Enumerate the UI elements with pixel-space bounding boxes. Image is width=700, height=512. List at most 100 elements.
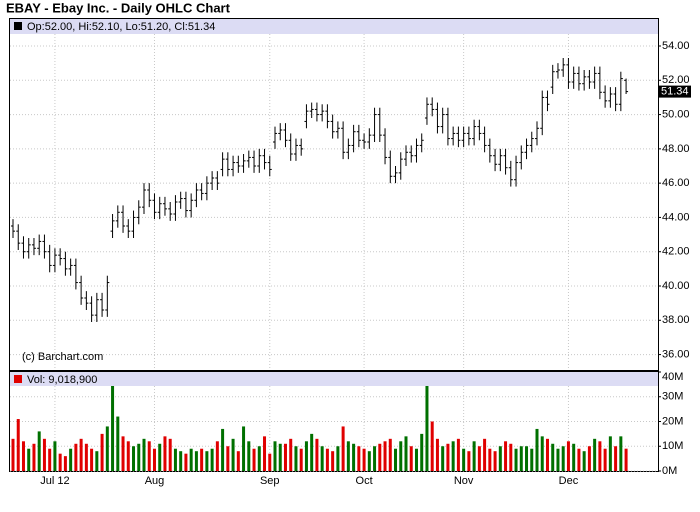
volume-bar [420,433,424,471]
volume-bar [619,436,623,471]
volume-bar [519,446,523,471]
volume-bar [315,438,319,471]
y-tick-label: 52.00 [662,74,690,86]
x-tick-label: Dec [559,475,579,487]
volume-bar [456,438,460,471]
volume-bar [310,433,314,471]
mark-layer [11,58,629,471]
volume-bar [551,443,555,471]
volume-bar [152,448,156,471]
volume-bar [577,448,581,471]
volume-bar [535,428,539,471]
volume-legend-strip [10,372,658,386]
volume-bar [289,438,293,471]
volume-bar [111,384,115,471]
volume-bar [179,451,183,471]
volume-bar [215,441,219,471]
volume-bar [525,446,529,471]
volume-bar [608,436,612,471]
y-tick-label: 0M [662,465,677,477]
price-legend-swatch [14,22,22,30]
x-tick-label: Sep [260,475,280,487]
volume-bar [132,446,136,471]
volume-bar [210,448,214,471]
volume-bar [278,443,282,471]
volume-legend-swatch [14,375,22,383]
x-tick-label: Jul 12 [40,475,69,487]
volume-bar [294,446,298,471]
volume-bar [509,443,513,471]
volume-bar [394,448,398,471]
volume-bar [16,419,20,471]
volume-bar [399,441,403,471]
volume-bar [221,428,225,471]
volume-bar [74,443,78,471]
volume-bar [572,443,576,471]
volume-bar [48,448,52,471]
volume-bar [304,441,308,471]
volume-legend-text: Vol: 9,018,900 [27,374,97,386]
y-tick-label: 50.00 [662,108,690,120]
volume-bar [200,448,204,471]
y-tick-label: 54.00 [662,40,690,52]
volume-bar [593,438,597,471]
volume-bar [477,446,481,471]
volume-bar [236,451,240,471]
volume-bar [545,438,549,471]
volume-bar [566,441,570,471]
volume-bar [603,448,607,471]
volume-bar [194,451,198,471]
volume-bar [624,448,628,471]
price-panel [9,18,659,371]
y-tick-label: 30M [662,391,683,403]
volume-bar [231,438,235,471]
volume-bar [189,448,193,471]
y-tick-label: 48.00 [662,143,690,155]
volume-bar [425,384,429,471]
y-tick-label: 40M [662,371,683,383]
volume-bar [388,438,392,471]
volume-bar [514,448,518,471]
volume-bar [242,426,246,471]
volume-bar [63,456,67,471]
y-tick-label: 36.00 [662,348,690,360]
volume-bar [69,448,73,471]
last-price-label: 51.34 [661,86,689,98]
volume-bar [483,438,487,471]
volume-bar [147,441,151,471]
x-tick-label: Aug [145,475,165,487]
volume-bar [472,441,476,471]
volume-bar [137,443,141,471]
volume-bar [168,438,172,471]
price-legend-text: Op:52.00, Hi:52.10, Lo:51.20, Cl:51.34 [27,21,215,33]
grid-layer [10,34,658,472]
volume-bar [95,451,99,471]
volume-bar [561,446,565,471]
volume-bar [498,446,502,471]
volume-bar [268,453,272,471]
volume-bar [488,448,492,471]
volume-bar [598,441,602,471]
volume-bar [352,443,356,471]
volume-bar [257,446,261,471]
volume-bar [100,433,104,471]
volume-bar [53,441,57,471]
volume-bar [273,441,277,471]
y-tick-label: 38.00 [662,314,690,326]
volume-bar [336,446,340,471]
volume-bar [467,451,471,471]
volume-bar [504,441,508,471]
volume-bar [90,448,94,471]
volume-bar [247,441,251,471]
volume-bar [32,443,36,471]
chart-title: EBAY - Ebay Inc. - Daily OHLC Chart [6,0,231,15]
volume-bar [530,448,534,471]
volume-bar [341,426,345,471]
volume-bar [556,448,560,471]
volume-bar [121,436,125,471]
volume-bar [158,443,162,471]
volume-bar [226,446,230,471]
volume-bar [614,446,618,471]
volume-bar [430,421,434,471]
volume-bar [37,431,41,471]
